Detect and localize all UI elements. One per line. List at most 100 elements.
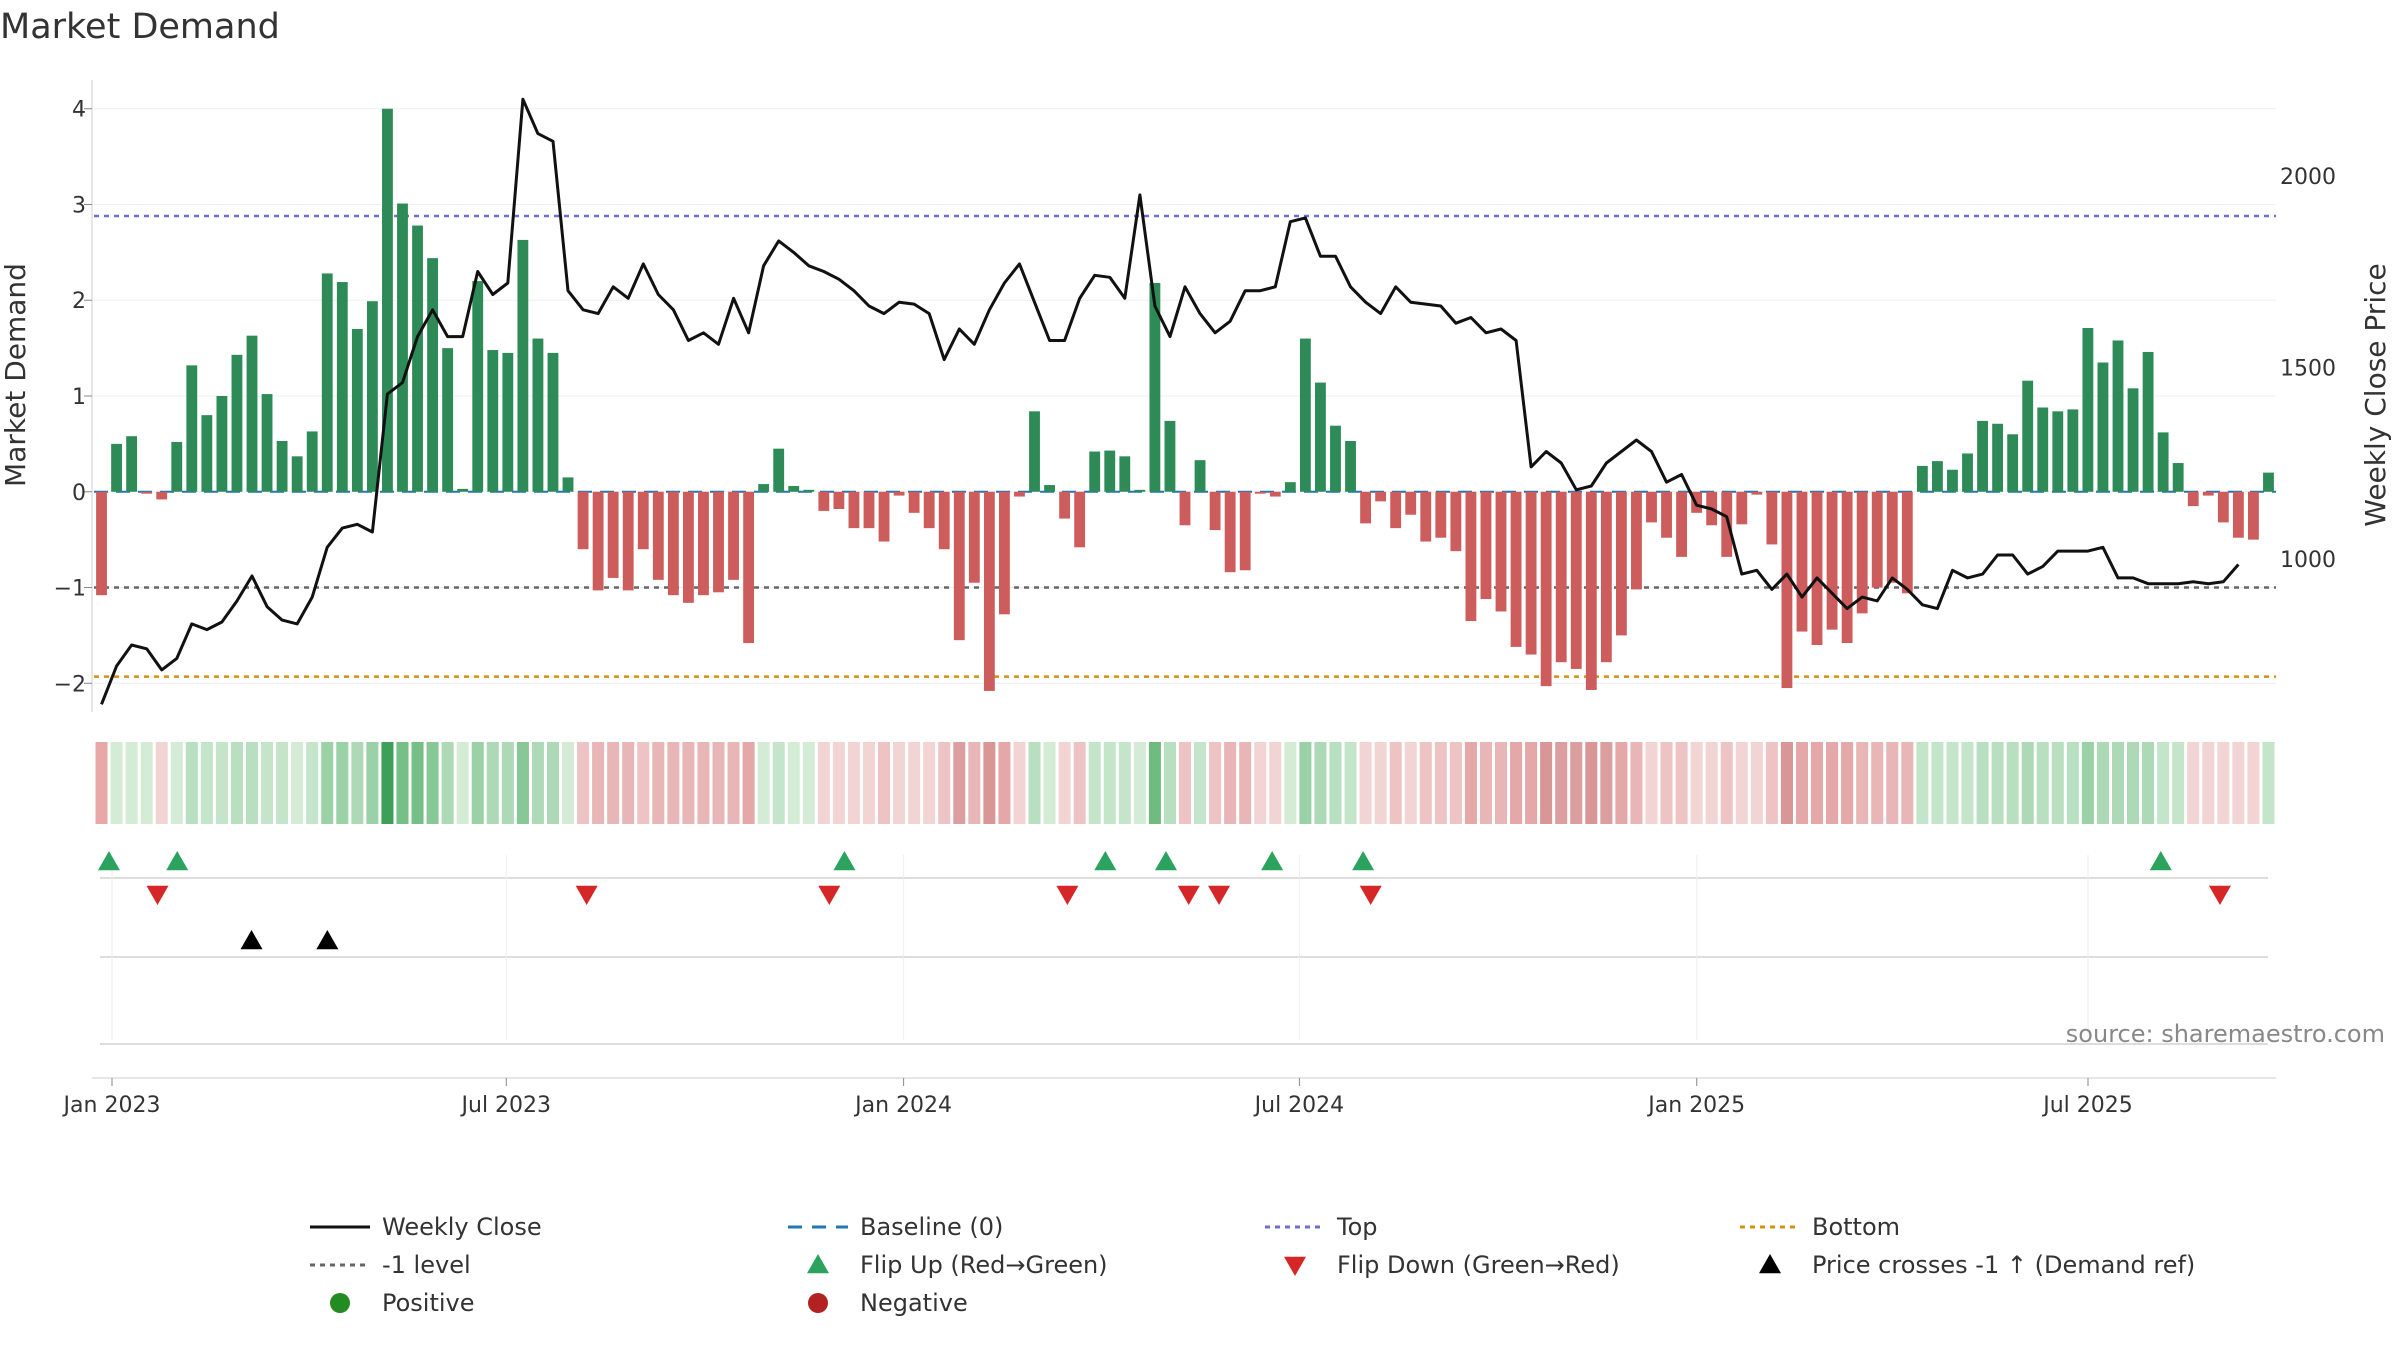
x-axis-ticks: Jan 2023 Jul 2023 Jan 2024 Jul 2024 Jan 2025… — [62, 1078, 2133, 1118]
demand-bar — [351, 328, 363, 492]
heat-cell — [471, 742, 484, 824]
demand-bar — [502, 352, 514, 492]
flip-down-marker — [575, 885, 598, 905]
demand-bar — [2127, 388, 2139, 492]
demand-bar — [1450, 491, 1462, 552]
heat-cell — [1374, 742, 1387, 824]
demand-bar — [1345, 441, 1356, 492]
legend-item: Flip Down (Green→Red) — [1284, 1251, 1620, 1279]
right-tick-label: 1000 — [2280, 548, 2336, 573]
demand-bar — [667, 491, 679, 596]
legend-label: Baseline (0) — [860, 1213, 1003, 1241]
heat-cell — [1434, 742, 1447, 824]
heat-cell — [712, 742, 725, 824]
demand-bar — [1871, 491, 1883, 588]
heat-cell — [2142, 742, 2155, 824]
demand-bar — [231, 354, 243, 492]
demand-bar — [758, 484, 770, 492]
heat-cell — [1043, 742, 1056, 824]
demand-bar — [1901, 491, 1913, 594]
heat-cell — [983, 742, 996, 824]
heat-cell — [2217, 742, 2230, 824]
heat-cell — [230, 742, 243, 824]
heat-cell — [2232, 742, 2245, 824]
heat-cell — [1976, 742, 1989, 824]
demand-bar — [1134, 489, 1146, 492]
heat-cell — [2172, 742, 2185, 824]
heat-cell — [1841, 742, 1854, 824]
demand-bar — [1104, 450, 1116, 492]
demand-bar — [487, 350, 499, 492]
heat-cell — [862, 742, 876, 824]
heat-cell — [321, 742, 334, 824]
heat-cell — [2202, 742, 2215, 824]
demand-bar — [291, 456, 303, 492]
demand-bar — [1480, 491, 1492, 600]
left-tick-label: −2 — [54, 672, 86, 697]
heat-cell — [1269, 742, 1282, 824]
demand-bar — [2187, 491, 2199, 507]
heat-cell — [1795, 742, 1808, 824]
demand-bar — [878, 491, 890, 542]
heat-cell — [1811, 742, 1824, 824]
demand-bar — [1751, 491, 1763, 495]
heat-cell — [2127, 742, 2140, 824]
heat-cell — [1103, 742, 1116, 824]
legend-label: Positive — [382, 1289, 475, 1317]
flip-up-marker — [97, 851, 120, 871]
heat-cell — [2157, 742, 2170, 824]
demand-bar — [863, 491, 875, 529]
demand-bar — [637, 491, 649, 550]
demand-bar — [1029, 411, 1040, 492]
demand-bar — [1992, 423, 2004, 492]
heat-cell — [1419, 742, 1432, 824]
left-y-ticks: 4 3 2 1 0 −1 −2 — [54, 98, 92, 697]
flip-up-marker — [166, 851, 189, 871]
demand-bar — [276, 441, 288, 492]
demand-bar — [2157, 432, 2169, 492]
heat-cell — [185, 742, 198, 824]
demand-bar — [728, 491, 739, 580]
demand-bar — [442, 348, 454, 492]
heat-cell — [652, 742, 665, 824]
x-tick-label: Jan 2025 — [1646, 1093, 1745, 1118]
demand-bar — [1435, 491, 1447, 538]
heat-cell — [772, 742, 785, 824]
legend-item: Baseline (0) — [788, 1213, 1003, 1241]
demand-bar — [1465, 491, 1477, 622]
heat-cell — [396, 742, 409, 824]
demand-bar — [2112, 340, 2124, 492]
demand-bar — [1194, 460, 1206, 492]
heat-cell — [381, 742, 394, 824]
legend-swatch — [1284, 1256, 1306, 1276]
heat-cell — [1705, 742, 1718, 824]
heat-cell — [2036, 742, 2049, 824]
heat-cell — [441, 742, 454, 824]
demand-bar — [1962, 453, 1973, 492]
demand-bar — [1525, 491, 1537, 655]
demand-bar — [1164, 420, 1176, 492]
heat-cell — [1359, 742, 1372, 824]
demand-bar — [366, 301, 378, 492]
heat-cell — [456, 742, 469, 824]
demand-bar — [968, 491, 980, 583]
demand-bar — [2142, 351, 2154, 492]
demand-bar — [1977, 420, 1988, 492]
heat-cell — [1148, 742, 1161, 824]
demand-bar — [1014, 491, 1025, 497]
demand-bar — [336, 282, 348, 492]
demand-bar — [1600, 491, 1612, 663]
heat-cell — [1630, 742, 1643, 824]
demand-heat-strip — [95, 742, 2275, 824]
legend-item: Weekly Close — [310, 1213, 542, 1241]
heat-cell — [1585, 742, 1598, 824]
heat-cell — [1028, 742, 1041, 824]
legend-label: Weekly Close — [382, 1213, 542, 1241]
demand-bar — [607, 491, 619, 578]
demand-bar — [1676, 491, 1688, 557]
demand-bar — [2082, 328, 2094, 492]
demand-bar — [517, 239, 529, 492]
demand-bar — [1931, 461, 1943, 492]
legend-swatch — [807, 1254, 829, 1274]
